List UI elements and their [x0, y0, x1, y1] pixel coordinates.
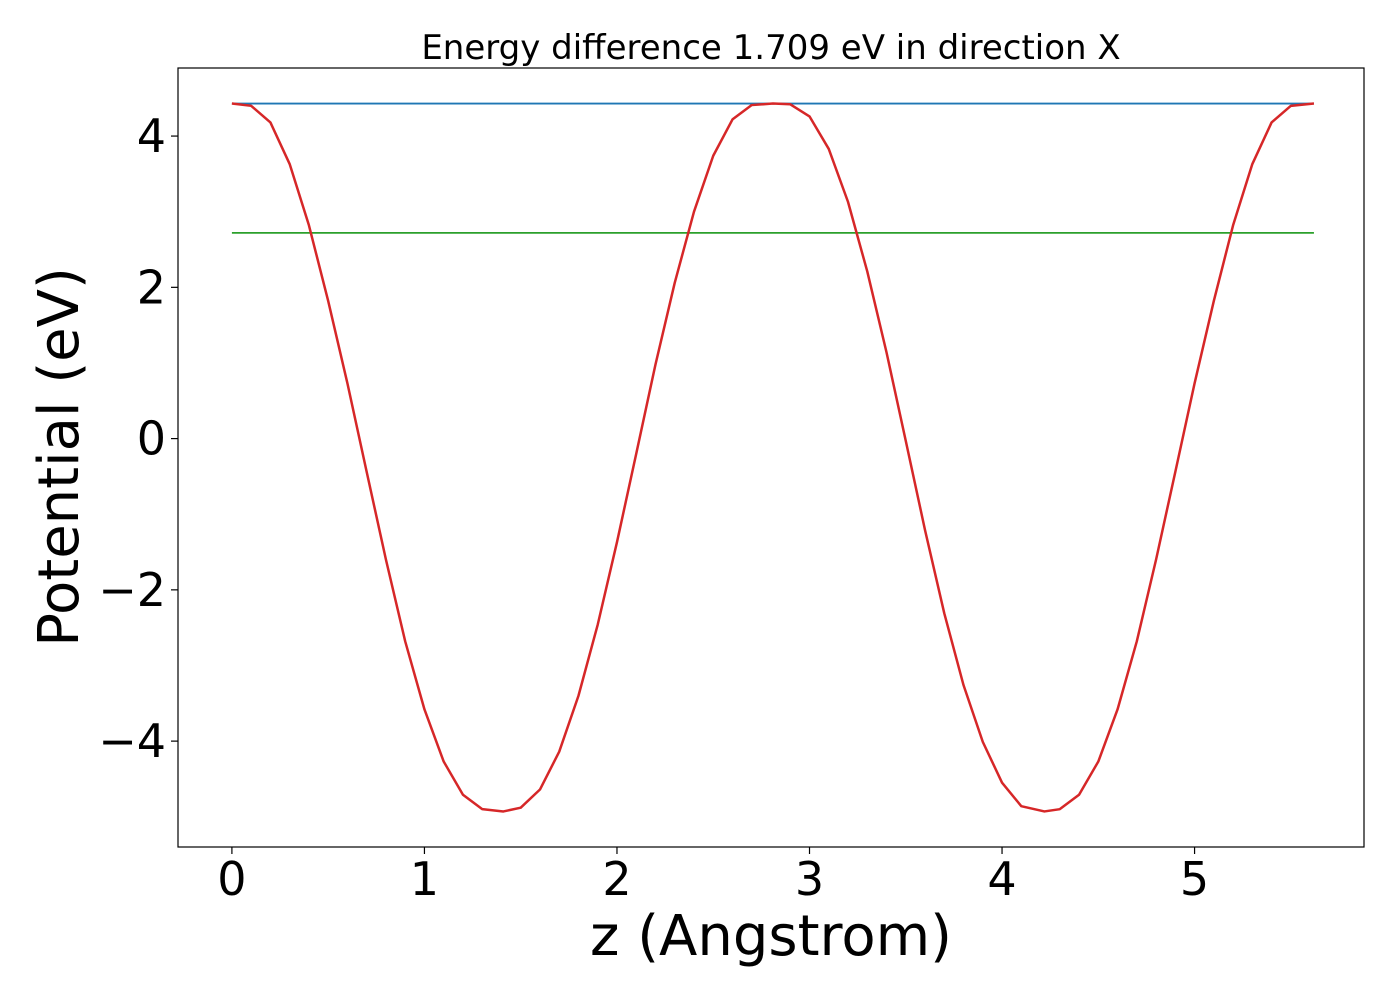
y-tick-label: 4 [137, 109, 166, 163]
plot-frame [177, 67, 1365, 848]
y-tick-label: −2 [98, 563, 166, 617]
plot-area [231, 102, 1315, 813]
x-tick-label: 1 [410, 852, 439, 906]
chart-title: Energy difference 1.709 eV in direction … [421, 28, 1120, 68]
x-tick-label: 3 [795, 852, 824, 906]
x-tick-label: 4 [987, 852, 1016, 906]
y-axis-label: Potential (eV) [27, 267, 92, 647]
x-tick-label: 2 [602, 852, 631, 906]
x-tick-label: 5 [1180, 852, 1209, 906]
x-tick-label: 0 [217, 852, 246, 906]
y-tick-label: 0 [137, 412, 166, 466]
series-line-red [231, 102, 1315, 813]
y-tick-label: −4 [98, 714, 166, 768]
x-axis: 0 1 2 3 4 5 [217, 847, 1209, 906]
y-tick-label: 2 [137, 260, 166, 314]
x-axis-label: z (Angstrom) [590, 904, 952, 969]
y-axis: −4 −2 0 2 4 [98, 109, 178, 768]
